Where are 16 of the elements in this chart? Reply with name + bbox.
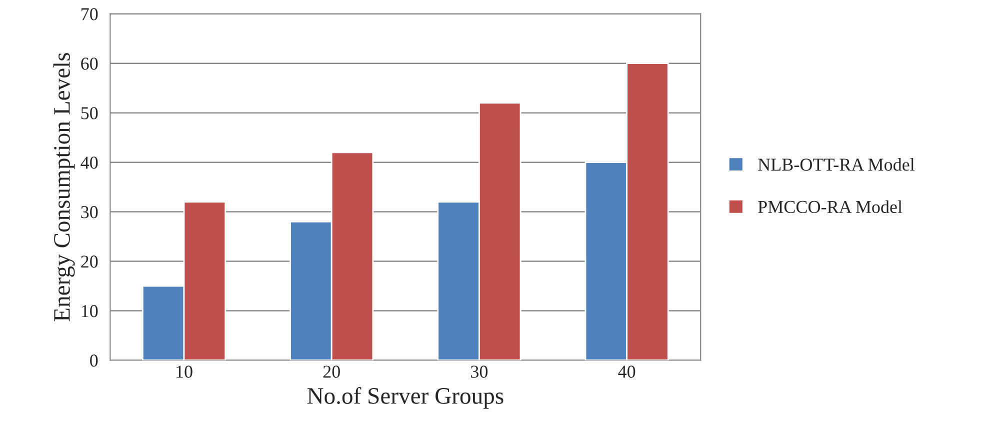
x-axis-title: No.of Server Groups <box>307 387 504 409</box>
y-tick-label: 10 <box>82 305 98 318</box>
x-tick-label: 40 <box>618 366 636 378</box>
legend-label: NLB-OTT-RA Model <box>758 158 915 171</box>
y-axis-title: Energy Consumption Levels <box>53 53 75 322</box>
y-tick-label: 60 <box>81 58 98 70</box>
x-tick-label: 30 <box>471 366 488 378</box>
y-tick-label: 50 <box>81 107 98 120</box>
x-tick-label: 10 <box>176 366 192 378</box>
y-tick-label: 20 <box>81 256 98 268</box>
y-tick-label: 0 <box>90 354 98 367</box>
y-tick-label: 40 <box>80 156 98 169</box>
legend-label: PMCCO-RA Model <box>758 200 902 214</box>
x-tick-label: 20 <box>323 366 340 378</box>
y-tick-label: 70 <box>82 8 98 20</box>
y-tick-label: 30 <box>81 206 98 218</box>
